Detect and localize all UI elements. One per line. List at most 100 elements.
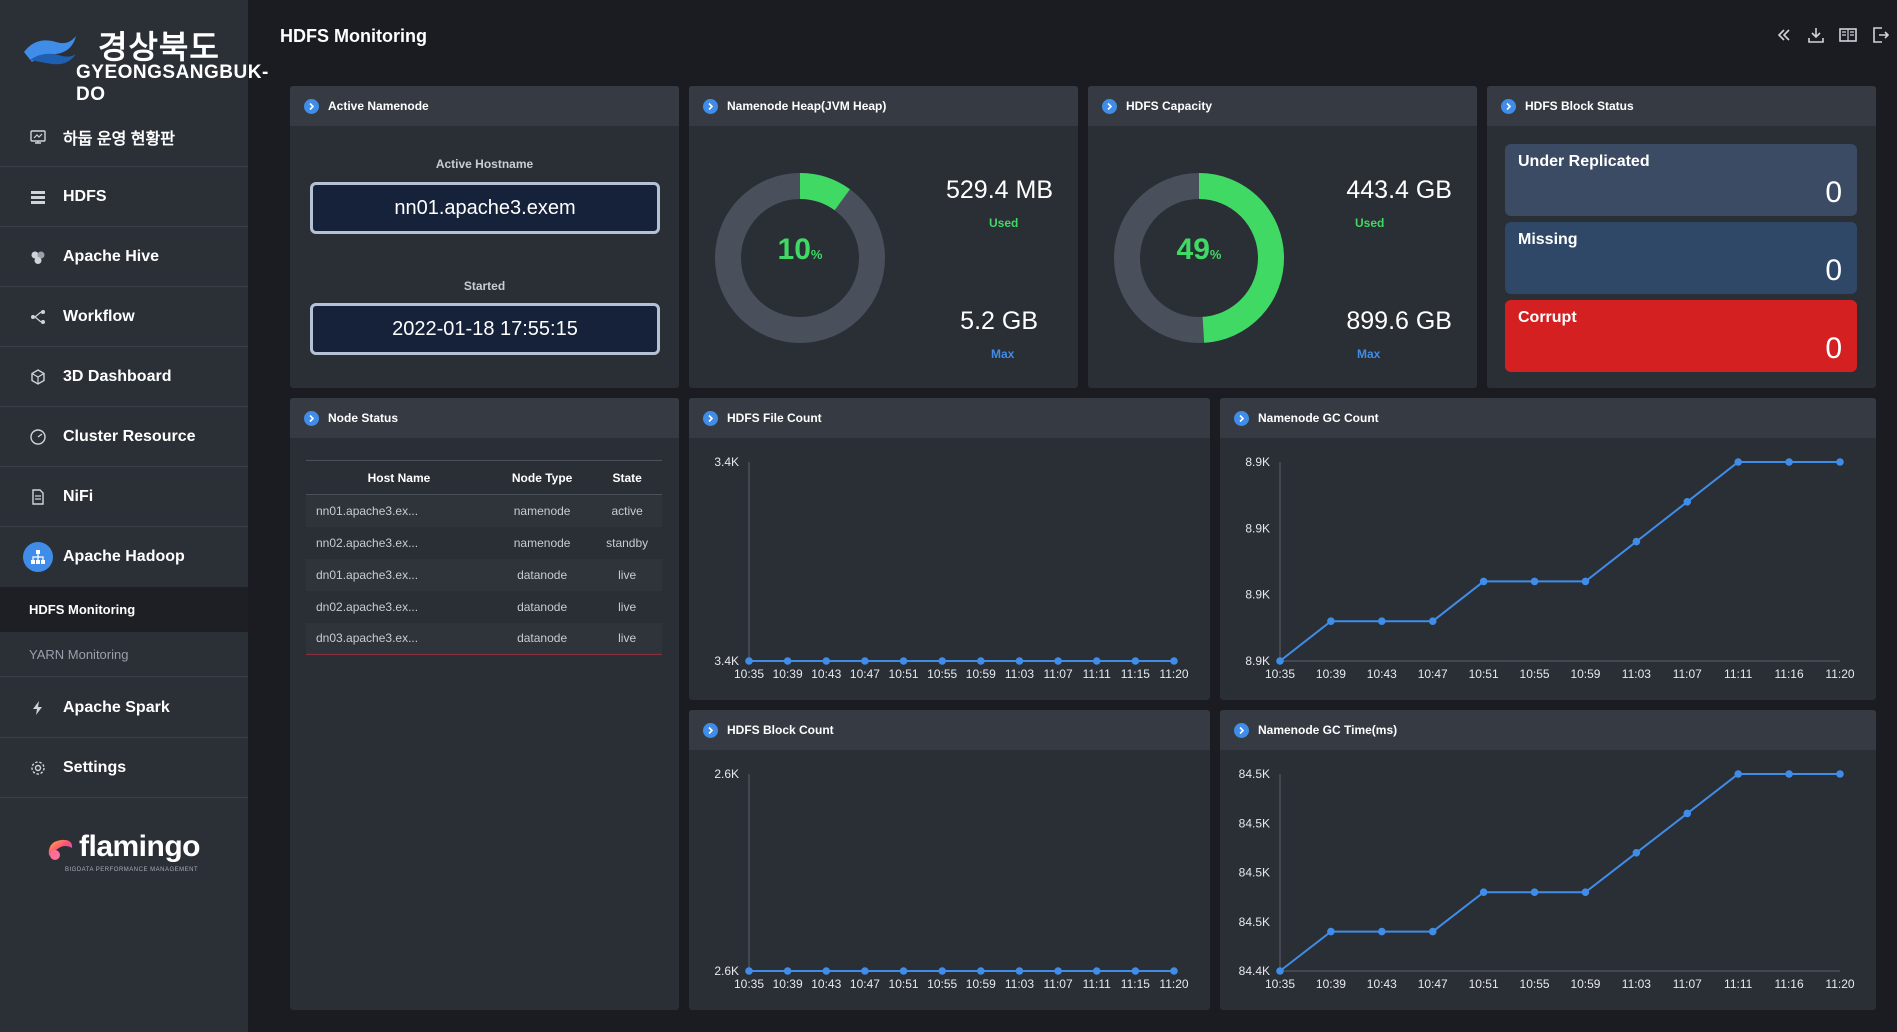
- chevron-right-icon: [1234, 722, 1249, 738]
- capacity-used-value: 443.4 GB: [1346, 176, 1452, 204]
- capacity-used-label: Used: [1355, 216, 1385, 230]
- x-tick-label: 11:07: [1044, 667, 1073, 681]
- collapse-left-icon[interactable]: [1773, 24, 1795, 46]
- subnav-hdfs-monitoring[interactable]: HDFS Monitoring: [0, 587, 248, 632]
- data-point: [1054, 967, 1062, 975]
- panel-title: Node Status: [328, 411, 399, 425]
- book-icon[interactable]: [1837, 24, 1859, 46]
- panel-title: Active Namenode: [328, 99, 429, 113]
- state-cell: live: [592, 590, 662, 623]
- x-tick-label: 11:16: [1775, 977, 1804, 991]
- x-tick-label: 10:47: [850, 977, 880, 991]
- nav-item-cluster-resource[interactable]: Cluster Resource: [0, 407, 248, 467]
- data-point: [1683, 809, 1692, 818]
- x-tick-label: 11:11: [1724, 977, 1753, 991]
- data-point: [1276, 967, 1284, 975]
- under-replicated-value: 0: [1825, 176, 1842, 209]
- x-tick-label: 11:11: [1724, 667, 1753, 681]
- hdfs-block-status-panel: HDFS Block Status Under Replicated 0 Mis…: [1487, 86, 1876, 388]
- x-tick-label: 11:15: [1121, 977, 1150, 991]
- node-type-cell: datanode: [491, 622, 593, 655]
- y-tick-label: 84.5K: [1239, 767, 1270, 781]
- logout-icon[interactable]: [1869, 24, 1891, 46]
- data-point: [1479, 888, 1488, 896]
- heap-percent-unit: %: [810, 247, 823, 262]
- gyeongsangbuk-do-logo[interactable]: 경상북도 GYEONGSANGBUK-DO: [18, 20, 268, 105]
- chevron-right-icon: [304, 98, 319, 114]
- chevron-right-icon: [304, 410, 319, 426]
- table-row[interactable]: dn02.apache3.ex... datanode live: [306, 590, 662, 623]
- heap-used-value: 529.4 MB: [945, 176, 1053, 204]
- x-tick-label: 10:47: [1418, 977, 1448, 991]
- download-icon[interactable]: [1805, 24, 1827, 46]
- panel-title: Namenode GC Time(ms): [1258, 723, 1398, 737]
- capacity-max-label: Max: [1357, 347, 1381, 361]
- nav-label: 3D Dashboard: [63, 367, 172, 385]
- x-tick-label: 10:43: [1367, 977, 1397, 991]
- heap-used-label: Used: [989, 216, 1019, 230]
- column-header-host-name[interactable]: Host Name: [306, 460, 492, 495]
- gauge-icon: [27, 426, 49, 448]
- column-header-state[interactable]: State: [592, 460, 662, 495]
- nav-label: NiFi: [63, 487, 94, 505]
- heap-max-value: 5.2 GB: [960, 307, 1038, 335]
- x-tick-label: 10:55: [1520, 667, 1550, 681]
- data-point: [1378, 927, 1386, 936]
- table-row[interactable]: nn02.apache3.ex... namenode standby: [306, 526, 662, 559]
- nav-item-hdfs[interactable]: HDFS: [0, 167, 248, 227]
- data-point: [1276, 657, 1284, 665]
- table-row[interactable]: nn01.apache3.ex... namenode active: [306, 494, 662, 527]
- host-name-cell: dn03.apache3.ex...: [306, 622, 492, 655]
- state-cell: active: [592, 494, 662, 527]
- x-tick-label: 10:55: [927, 667, 957, 681]
- data-point: [977, 967, 985, 975]
- data-point: [899, 657, 908, 665]
- x-tick-label: 11:03: [1005, 667, 1034, 681]
- heap-donut: [715, 173, 885, 343]
- panel-title: Namenode Heap(JVM Heap): [727, 99, 887, 113]
- flamingo-tagline: BIGDATA PERFORMANCE MANAGEMENT: [65, 867, 199, 873]
- table-row[interactable]: dn01.apache3.ex... datanode live: [306, 558, 662, 591]
- data-point: [1054, 657, 1062, 665]
- data-point: [1092, 657, 1101, 665]
- node-type-cell: namenode: [491, 494, 593, 527]
- nav-item-apache-hive[interactable]: Apache Hive: [0, 227, 248, 287]
- nav-item-dashboard[interactable]: 하둡 운영 현황판: [0, 107, 248, 167]
- x-tick-label: 10:39: [1316, 667, 1346, 681]
- x-tick-label: 11:20: [1825, 667, 1854, 681]
- column-header-node-type[interactable]: Node Type: [491, 460, 593, 495]
- capacity-percent: 49%: [1114, 233, 1284, 267]
- heap-percent: 10%: [715, 233, 885, 267]
- missing-label: Missing: [1518, 231, 1578, 248]
- x-tick-label: 11:20: [1159, 977, 1188, 991]
- chevron-right-icon: [703, 410, 718, 426]
- x-tick-label: 11:11: [1083, 667, 1112, 681]
- nav-item-apache-hadoop[interactable]: Apache Hadoop: [0, 527, 248, 587]
- nav-item-apache-spark[interactable]: Apache Spark: [0, 678, 248, 738]
- under-replicated-card: Under Replicated 0: [1505, 144, 1857, 216]
- chevron-right-icon: [703, 722, 718, 738]
- table-row[interactable]: dn03.apache3.ex... datanode live: [306, 622, 662, 655]
- x-tick-label: 10:59: [1570, 667, 1600, 681]
- x-tick-label: 11:03: [1005, 977, 1034, 991]
- data-point: [1785, 770, 1793, 778]
- hdfs-capacity-panel: HDFS Capacity 49% 443.4 GB Used 899.6 GB…: [1088, 86, 1477, 388]
- nav-label: Apache Spark: [63, 698, 170, 716]
- y-tick-label: 84.5K: [1239, 816, 1270, 830]
- host-name-cell: nn02.apache3.ex...: [306, 526, 492, 559]
- x-tick-label: 10:51: [1469, 667, 1499, 681]
- data-point: [1015, 967, 1024, 975]
- nav-item-settings[interactable]: Settings: [0, 738, 248, 798]
- nav-item-3d-dashboard[interactable]: 3D Dashboard: [0, 347, 248, 407]
- hive-icon: [27, 246, 49, 268]
- nav-item-nifi[interactable]: NiFi: [0, 467, 248, 527]
- x-tick-label: 10:43: [811, 667, 841, 681]
- host-name-cell: dn01.apache3.ex...: [306, 558, 492, 591]
- panel-header: HDFS Block Status: [1487, 86, 1876, 126]
- data-point: [899, 967, 908, 975]
- nav-item-workflow[interactable]: Workflow: [0, 287, 248, 347]
- hdfs-file-count-panel: HDFS File Count 3.4K 3.4K 10:35 10:39 10:43 1…: [689, 398, 1210, 700]
- hierarchy-icon: [23, 542, 53, 572]
- monitor-icon: [27, 126, 49, 148]
- subnav-yarn-monitoring[interactable]: YARN Monitoring: [0, 632, 248, 677]
